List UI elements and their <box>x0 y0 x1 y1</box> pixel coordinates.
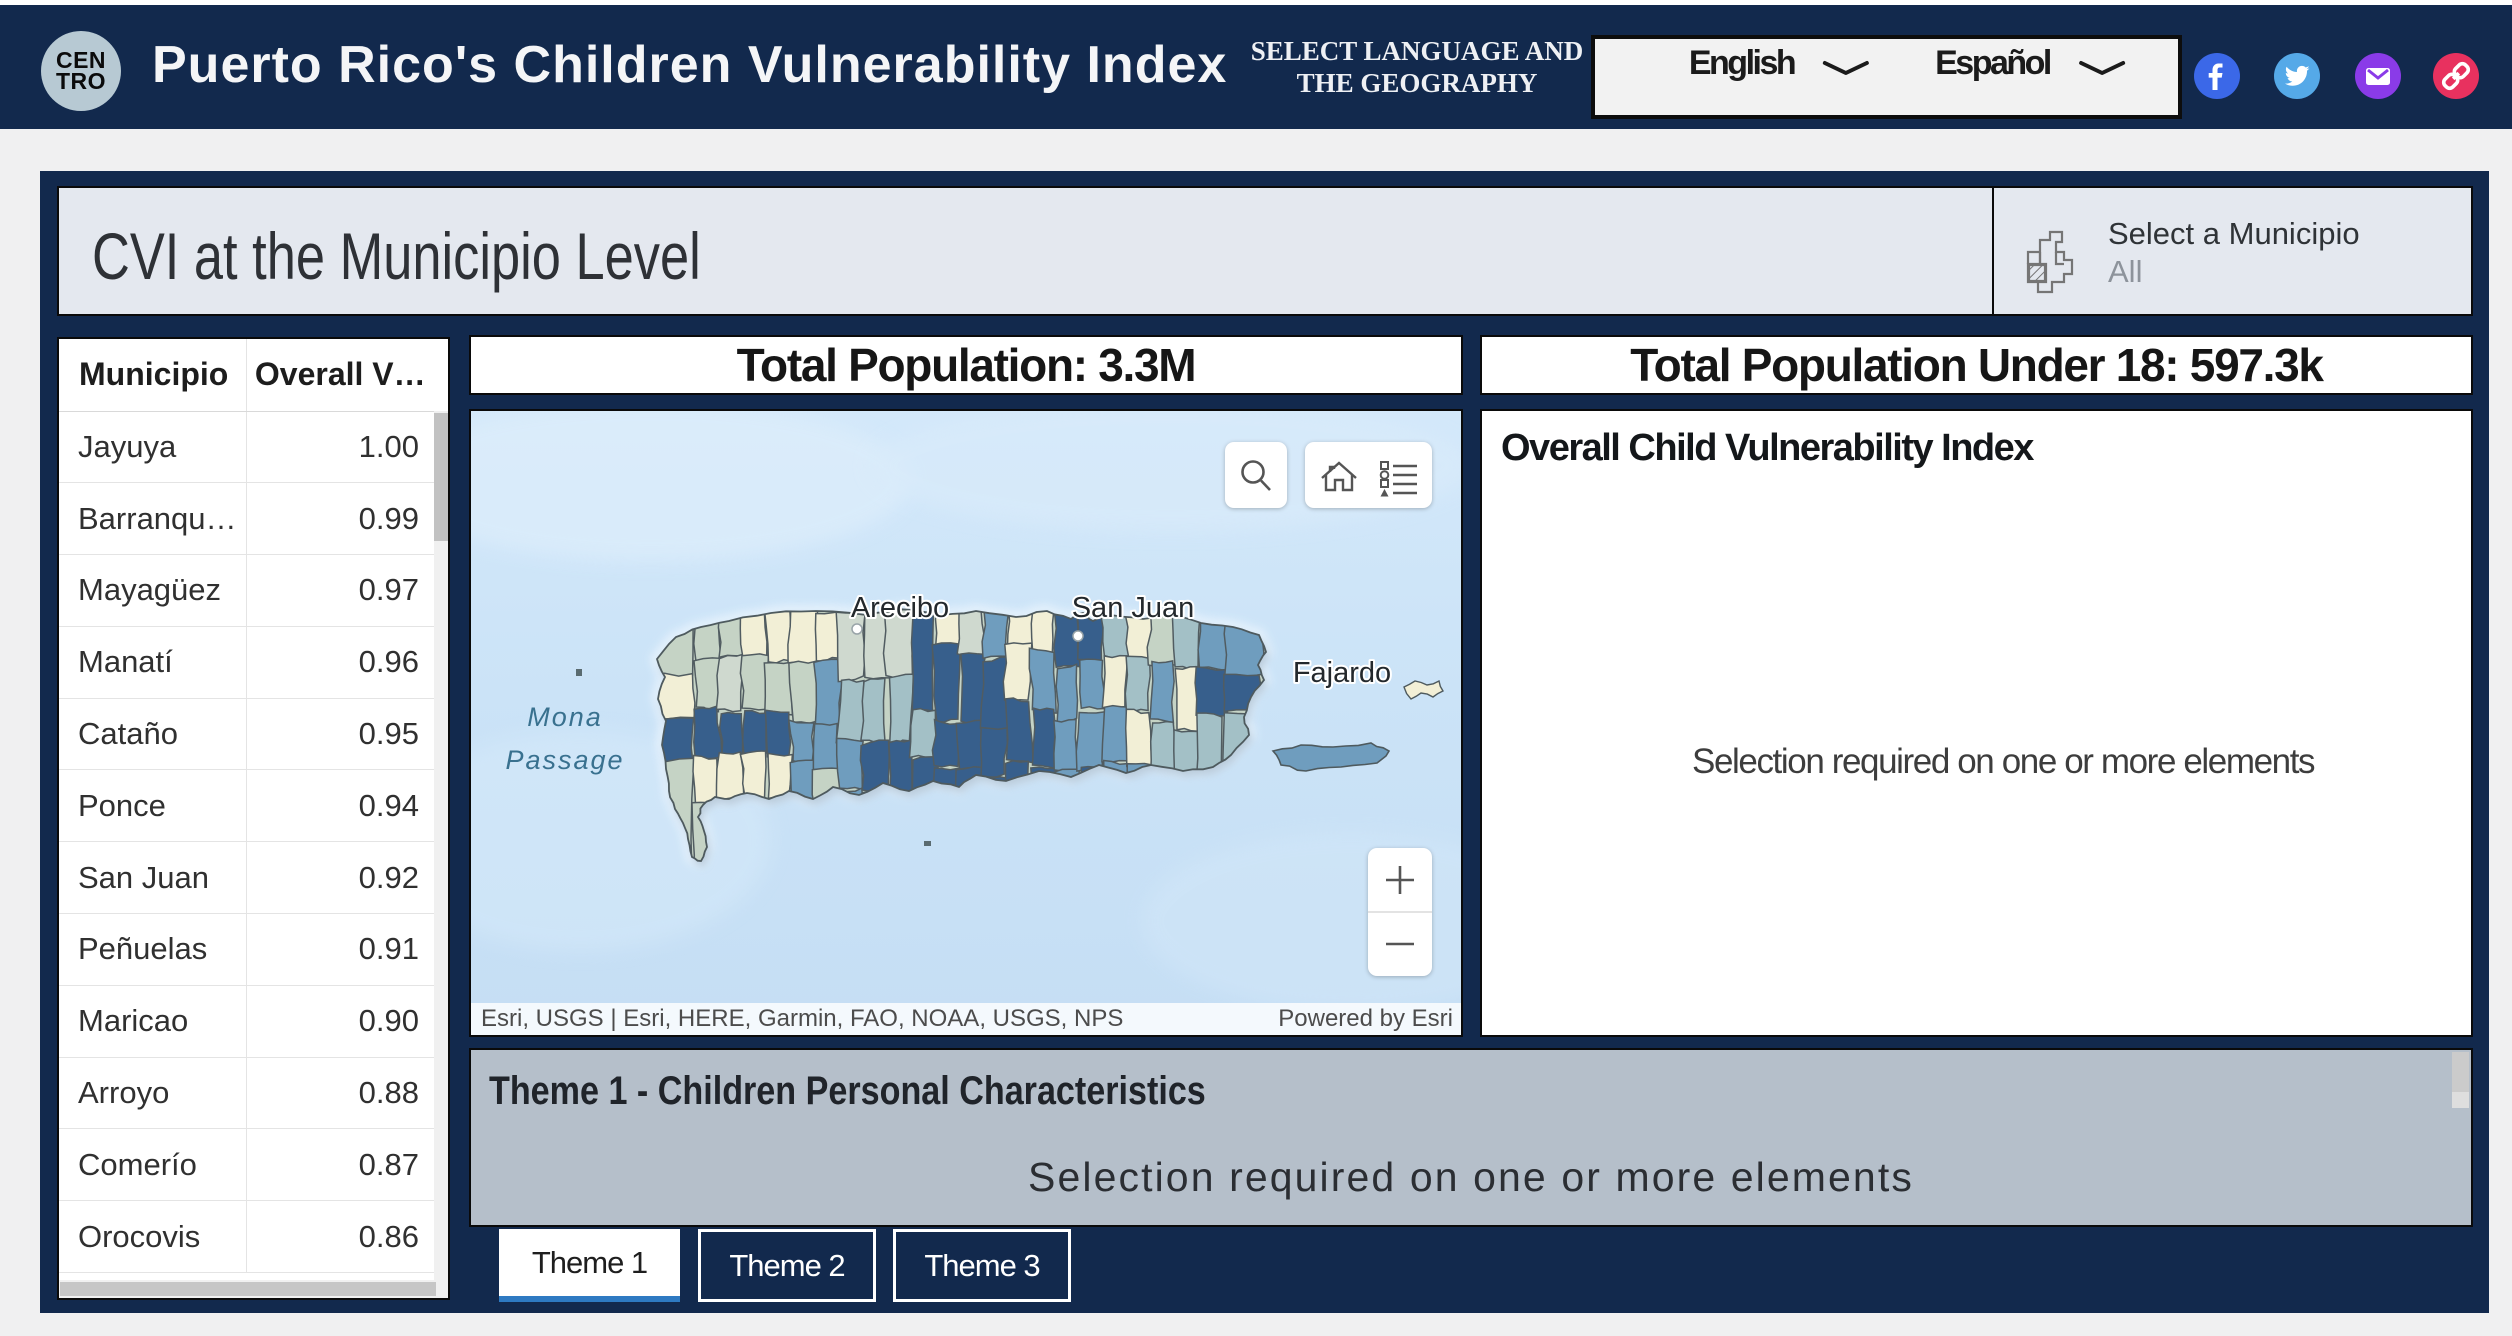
svg-text:Mona: Mona <box>527 702 603 732</box>
svg-text:Fajardo: Fajardo <box>1293 657 1391 689</box>
svg-text:San Juan: San Juan <box>1072 592 1195 624</box>
svg-text:Arecibo: Arecibo <box>851 592 949 624</box>
svg-text:Passage: Passage <box>505 745 624 775</box>
